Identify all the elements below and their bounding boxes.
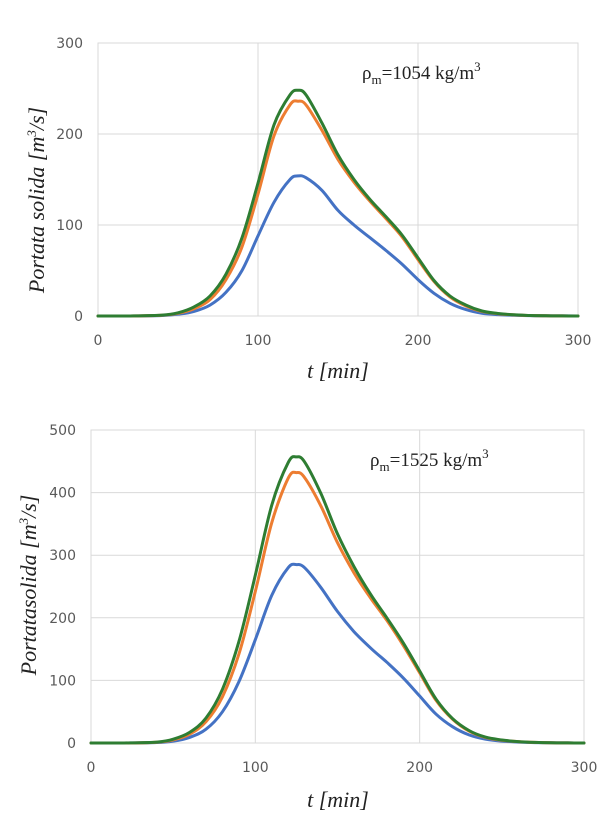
x-tick-label: 0 xyxy=(94,333,103,349)
x-axis-title-top: t [min] xyxy=(307,358,369,383)
y-tick-label: 300 xyxy=(49,548,76,564)
plot-frame-bottom xyxy=(90,429,585,744)
y-axis-title-bottom: Portatasolida [m3/s] xyxy=(16,495,41,677)
x-tick-label: 300 xyxy=(565,333,592,349)
y-tick-label: 400 xyxy=(49,486,76,502)
y-tick-label: 100 xyxy=(49,673,76,689)
x-axis-title-bottom: t [min] xyxy=(307,787,369,812)
x-tick-label: 200 xyxy=(406,760,433,776)
y-tick-label: 200 xyxy=(56,127,83,143)
y-tick-label: 100 xyxy=(56,218,83,234)
chart-top: 0 100 200 300 0 100 200 300 ρm=1054 kg/m3 t [mi… xyxy=(24,36,591,383)
plot-frame-top xyxy=(97,42,579,317)
y-tick-label: 500 xyxy=(49,423,76,439)
y-tick-label: 300 xyxy=(56,36,83,52)
series-line-green xyxy=(96,88,580,318)
annotation-bottom: ρm=1525 kg/m3 xyxy=(370,446,489,474)
series-line-green xyxy=(89,455,586,745)
x-tick-label: 200 xyxy=(405,333,432,349)
x-tick-label: 300 xyxy=(571,760,598,776)
y-tick-label: 200 xyxy=(49,611,76,627)
series-line-blue xyxy=(89,562,586,745)
y-tick-label: 0 xyxy=(67,736,76,752)
annotation-top: ρm=1054 kg/m3 xyxy=(362,59,481,87)
y-tick-label: 0 xyxy=(74,309,83,325)
x-tick-label: 100 xyxy=(245,333,272,349)
x-tick-label: 100 xyxy=(242,760,269,776)
chart-bottom: 0 100 200 300 400 500 0 100 200 300 ρm=1525 kg/m3… xyxy=(16,423,597,812)
series-line-orange xyxy=(89,470,586,745)
x-tick-label: 0 xyxy=(87,760,96,776)
y-axis-title-top: Portata solida [m3/s] xyxy=(24,107,49,294)
series-line-blue xyxy=(96,174,580,318)
